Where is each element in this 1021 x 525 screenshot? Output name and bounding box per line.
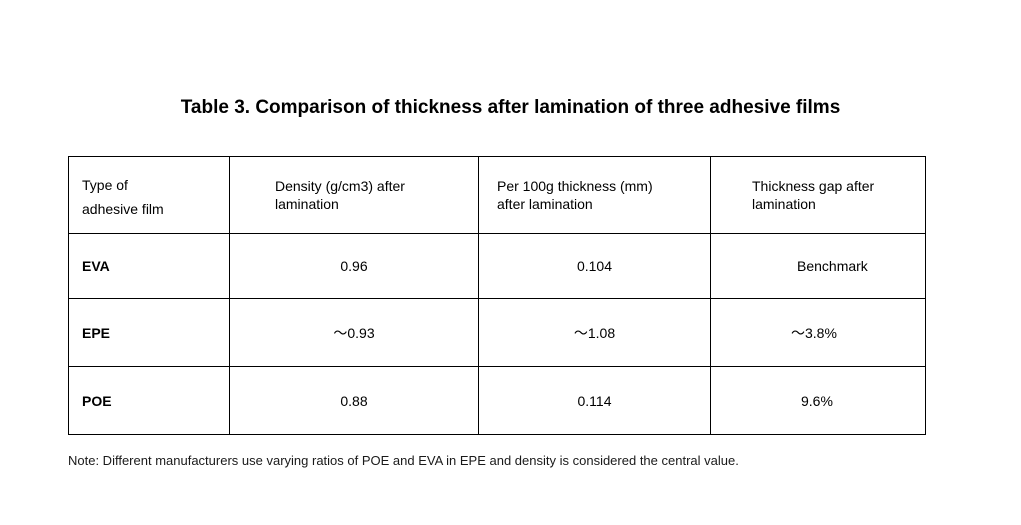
table-title: Table 3. Comparison of thickness after l… [180, 97, 841, 118]
header-type-line-1: Type of [82, 177, 128, 193]
table-header-row: Type of adhesive film Density (g/cm3) af… [68, 156, 926, 234]
cell-density: ～0.93 [229, 298, 479, 367]
row-label-epe: EPE [68, 298, 230, 367]
header-gap-line-2: lamination [752, 196, 816, 212]
cell-density: 0.96 [229, 233, 479, 299]
header-density-line-1: Density (g/cm3) after [275, 178, 405, 194]
cell-thickness: ～1.08 [478, 298, 711, 367]
cell-thickness: 0.114 [478, 366, 711, 435]
header-thickness: Per 100g thickness (mm) after lamination [478, 156, 711, 234]
cell-gap: 9.6% [710, 366, 926, 435]
header-thickness-gap: Thickness gap after lamination [710, 156, 926, 234]
cell-density: 0.88 [229, 366, 479, 435]
table-row: EPE ～0.93 ～1.08 ～3.8% [68, 298, 926, 367]
cell-gap: Benchmark [710, 233, 926, 299]
header-thickness-line-2: after lamination [497, 196, 593, 212]
table-note: Note: Different manufacturers use varyin… [68, 453, 739, 468]
comparison-table: Type of adhesive film Density (g/cm3) af… [68, 156, 926, 435]
header-density-line-2: lamination [275, 196, 339, 212]
cell-thickness: 0.104 [478, 233, 711, 299]
row-label-eva: EVA [68, 233, 230, 299]
header-type-line-2: adhesive film [82, 201, 164, 217]
header-type-of-adhesive-film: Type of adhesive film [68, 156, 230, 234]
header-density: Density (g/cm3) after lamination [229, 156, 479, 234]
cell-gap: ～3.8% [710, 298, 926, 367]
header-thickness-line-1: Per 100g thickness (mm) [497, 178, 653, 194]
table-row: POE 0.88 0.114 9.6% [68, 366, 926, 435]
row-label-poe: POE [68, 366, 230, 435]
header-gap-line-1: Thickness gap after [752, 178, 875, 194]
table-row: EVA 0.96 0.104 Benchmark [68, 233, 926, 299]
